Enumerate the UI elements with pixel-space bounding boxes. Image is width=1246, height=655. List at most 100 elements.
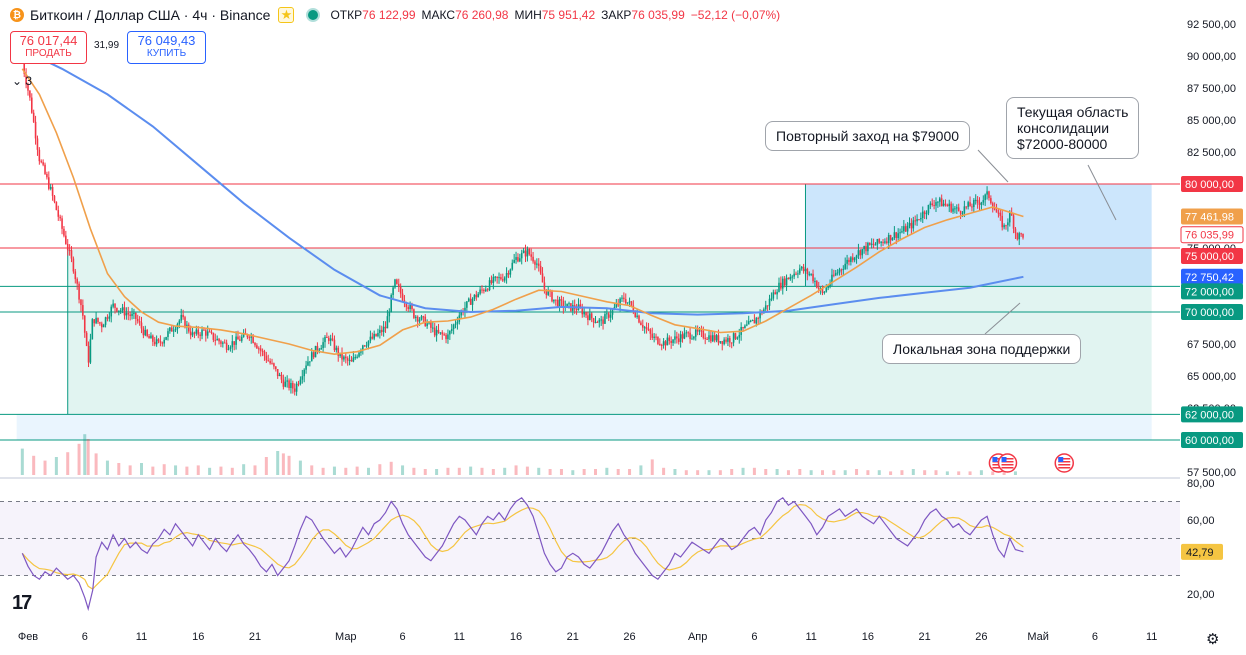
candle [155,335,158,347]
candle [452,323,455,335]
candle [944,199,947,207]
volume-bar [321,467,325,475]
candle [940,194,943,207]
candle [397,278,400,292]
candle [727,334,729,347]
volume-bar [991,471,995,475]
candle [689,327,691,344]
volume-bar [162,464,166,475]
candle-body [636,315,638,317]
candle-body [445,334,447,340]
candle-body [299,379,302,384]
candle [956,204,958,214]
candle-body [242,332,245,337]
candle-body [551,291,553,302]
candle [967,200,969,210]
candle-body [789,277,792,280]
candle-body [840,269,843,271]
candle [99,321,101,326]
volume-bar [185,466,189,475]
candle [477,291,480,298]
candle-body [337,347,340,356]
candle [587,311,589,326]
candle-body [848,259,850,262]
candle-body [1005,225,1007,227]
candle-body [345,356,347,359]
candle-body [785,277,788,286]
candle [539,260,542,275]
volume-bar [548,469,552,475]
annotation-consolidation[interactable]: Текущая область консолидации $72000-8000… [1006,97,1140,159]
candle [165,336,167,341]
annotation-support[interactable]: Локальная зона поддержки [882,334,1082,364]
candle-body [250,336,253,338]
candle-body [409,304,411,310]
candle [757,316,759,325]
sell-button[interactable]: 76 017,44 ПРОДАТЬ [10,31,87,64]
candle [343,355,345,362]
volume-bar [355,466,359,475]
candle [335,345,338,353]
candle-body [394,279,396,288]
volume-bar [639,465,643,475]
candle-body [309,361,311,363]
candle [148,333,150,339]
candle-body [443,334,445,336]
candle-body [855,255,858,258]
annotation-consolidation-pointer [1087,164,1117,221]
candle [138,316,141,326]
flag-stripe [1001,467,1014,469]
candle-body [886,241,888,244]
volume-bar [378,464,382,475]
candle [725,336,727,344]
candle-body [401,293,404,301]
candle-body [806,268,809,274]
volume-bar [219,466,223,475]
candle [356,354,358,359]
candle-body [988,191,990,199]
buy-button[interactable]: 76 049,43 КУПИТЬ [127,31,206,64]
candle [596,320,599,323]
candle [112,299,114,309]
candle [844,257,846,270]
candle [551,289,553,303]
gear-icon[interactable]: ⚙ [1206,631,1220,648]
candle [118,310,120,316]
volume-bar [105,460,109,475]
candle-body [804,268,807,272]
candle-body [356,356,358,358]
candle [541,267,544,283]
candle-body [753,319,756,324]
star-icon[interactable]: ★ [278,7,295,23]
x-tick-label: 11 [454,631,465,643]
candle [855,254,858,264]
x-tick-label: 16 [862,631,874,643]
candle-body [426,323,428,327]
candle-body [195,329,198,334]
candle [882,239,884,246]
volume-bar [491,469,495,475]
candle [371,332,374,340]
symbol-title[interactable]: Биткоин / Доллар США · 4ч · Binance [30,7,271,23]
candle-body [369,336,372,341]
us-flag-icon [1054,453,1075,473]
candle [32,109,35,123]
candle [976,196,979,209]
candle [795,271,797,276]
candle-body [161,342,164,344]
candle [392,285,394,300]
candle [435,325,438,342]
indicators-toggle[interactable]: ⌄ 3 [12,74,32,88]
candle-body [433,327,436,336]
candle [851,253,854,263]
candle [814,277,816,287]
candle [233,341,235,351]
candle [857,243,860,260]
candle-body [256,345,258,349]
candle [350,356,353,362]
candle-body [494,276,497,278]
candle [286,375,288,388]
annotation-reentry[interactable]: Повторный заход на $79000 [765,121,971,151]
candle [333,335,336,353]
